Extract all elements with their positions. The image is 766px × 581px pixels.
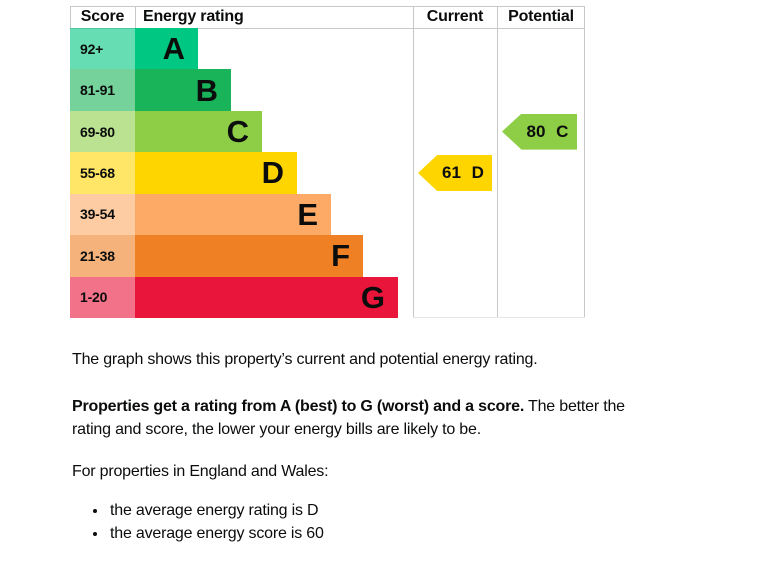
band-row-f: 21-38 F	[70, 235, 585, 277]
band-letter: G	[360, 279, 385, 315]
band-bar-f: F	[135, 235, 363, 277]
rating-bands: 92+ A 81-91 B 69-80 C 55-68 D 39-54 E 21-38 F 1-20 G	[70, 28, 585, 318]
band-letter: B	[195, 72, 218, 108]
band-bar-c: C	[135, 110, 262, 153]
band-letter: E	[297, 196, 318, 232]
energy-rating-chart: Score Energy rating Current Potential 92…	[70, 6, 585, 318]
averages-list: the average energy rating is D the avera…	[72, 499, 658, 545]
list-item-average-score: the average energy score is 60	[108, 522, 658, 545]
rating-explainer-bold: Properties get a rating from A (best) to…	[72, 398, 525, 415]
chart-bottom-border	[413, 317, 585, 318]
description-section: The graph shows this property’s current …	[72, 348, 658, 545]
band-score-range: 81-91	[70, 69, 135, 111]
intro-paragraph: The graph shows this property’s current …	[72, 351, 538, 368]
band-score-range: 92+	[70, 28, 135, 70]
band-row-a: 92+ A	[70, 28, 585, 70]
region-paragraph: For properties in England and Wales:	[72, 463, 329, 480]
band-letter: C	[226, 114, 249, 150]
chart-left-border	[70, 6, 71, 28]
band-letter: F	[331, 238, 350, 274]
rating-explainer-paragraph: Properties get a rating from A (best) to…	[72, 395, 658, 441]
band-row-g: 1-20 G	[70, 276, 585, 318]
band-bar-a: A	[135, 28, 198, 70]
chart-right-border	[584, 6, 585, 318]
current-rating-label: 61 D	[442, 163, 484, 182]
band-letter: A	[162, 31, 185, 67]
chart-header-divider	[70, 28, 585, 29]
score-column-header: Score	[80, 8, 125, 25]
band-score-range: 1-20	[70, 276, 135, 318]
band-bar-g: G	[135, 276, 398, 318]
band-row-d: 55-68 D	[70, 152, 585, 194]
band-score-range: 39-54	[70, 193, 135, 236]
band-row-c: 69-80 C	[70, 110, 585, 153]
band-bar-d: D	[135, 152, 297, 194]
chart-top-border	[70, 6, 585, 7]
band-row-b: 81-91 B	[70, 69, 585, 111]
current-column-header: Current	[426, 8, 484, 25]
list-item-average-rating: the average energy rating is D	[108, 499, 658, 522]
band-score-range: 55-68	[70, 152, 135, 194]
potential-rating-label: 80 C	[526, 121, 569, 141]
rating-explainer-rest: The better the rating and score, the low…	[72, 398, 625, 438]
potential-column-header: Potential	[508, 8, 574, 25]
score-column-divider	[135, 6, 136, 28]
band-bar-b: B	[135, 69, 231, 111]
band-letter: D	[261, 155, 284, 191]
band-score-range: 21-38	[70, 235, 135, 277]
band-row-e: 39-54 E	[70, 193, 585, 236]
energy-rating-column-header: Energy rating	[143, 8, 244, 25]
current-column-divider	[413, 6, 414, 318]
band-score-range: 69-80	[70, 110, 135, 153]
band-bar-e: E	[135, 193, 331, 236]
potential-column-divider	[497, 6, 498, 318]
